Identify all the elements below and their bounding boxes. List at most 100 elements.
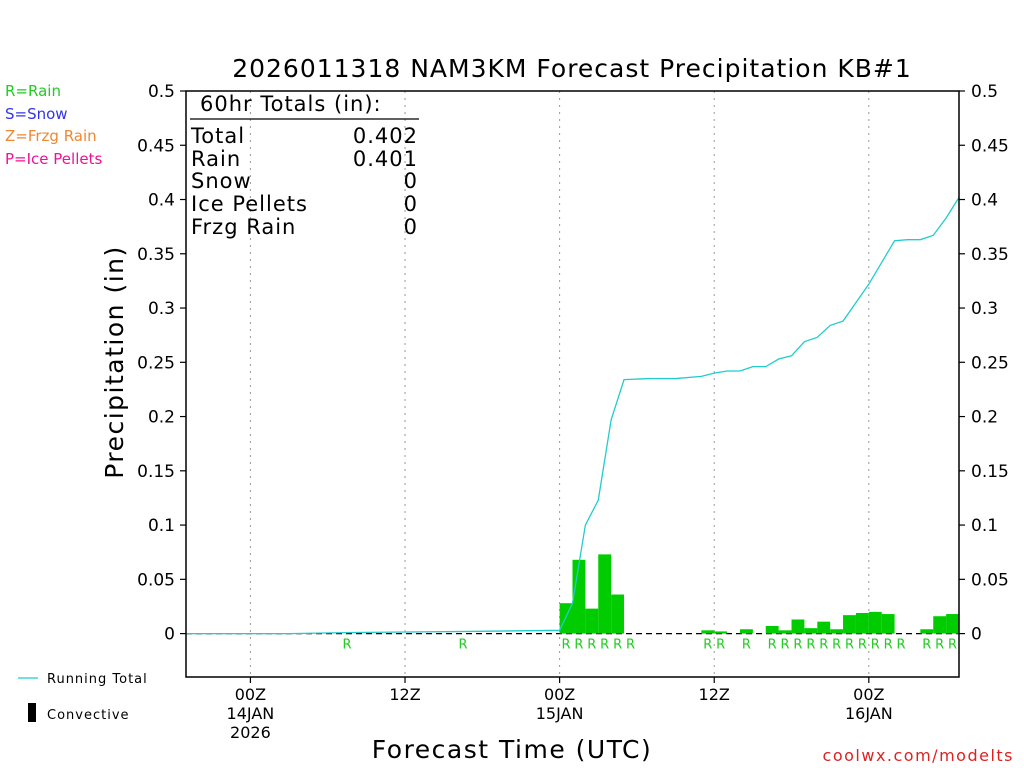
precip-bar: [817, 621, 831, 634]
x-tick-sublabel: 15JAN: [536, 704, 584, 723]
totals-value-ice-pellets: 0: [404, 192, 418, 216]
precip-bar: [572, 559, 586, 634]
precip-bar: [830, 629, 844, 634]
y-tick-label: 0.3: [148, 299, 175, 319]
y-tick-label-right: 0.45: [971, 136, 1009, 156]
ptype-marker: R: [884, 638, 893, 653]
ptype-marker: R: [768, 638, 777, 653]
ptype-marker: R: [935, 638, 944, 653]
x-tick-label: 12Z: [389, 685, 420, 704]
y-tick-label: 0.5: [148, 82, 175, 102]
totals-value-rain: 0.401: [353, 147, 418, 171]
y-tick-label-right: 0.4: [971, 191, 998, 211]
x-axis-title: Forecast Time (UTC): [372, 735, 652, 764]
legend-key-frzg-rain: Z=Frzg Rain: [5, 127, 97, 145]
totals-label-snow: Snow: [191, 169, 252, 193]
precip-bar: [778, 630, 792, 634]
y-axis-right: 0 0.05 0.1 0.15 0.2 0.25 0.3 0.35 0.4 0.45 0.5: [959, 82, 1009, 645]
ptype-marker: R: [793, 638, 802, 653]
totals-label-ice-pellets: Ice Pellets: [191, 192, 308, 216]
precip-bar: [946, 614, 959, 634]
y-tick-label-right: 0.2: [971, 408, 998, 428]
x-tick-label: 00Z: [235, 685, 266, 704]
chart-title: 2026011318 NAM3KM Forecast Precipitation…: [232, 54, 912, 83]
y-tick-label-right: 0.25: [971, 353, 1009, 373]
y-tick-label: 0.2: [148, 408, 175, 428]
ptype-marker: R: [742, 638, 751, 653]
vertical-gridlines: [249, 91, 870, 677]
totals-value-frzg-rain: 0: [404, 215, 418, 239]
y-tick-label-right: 0.05: [971, 570, 1009, 590]
y-tick-label-right: 0.5: [971, 82, 998, 102]
x-tick-label: 00Z: [544, 685, 575, 704]
legend-key-snow: S=Snow: [5, 105, 68, 123]
ptype-marker: R: [948, 638, 957, 653]
y-tick-label-right: 0.1: [971, 516, 998, 536]
precip-bar: [920, 629, 934, 634]
precip-bar: [855, 612, 869, 634]
totals-label-rain: Rain: [191, 147, 241, 171]
ptype-marker: R: [600, 638, 609, 653]
totals-label-frzg-rain: Frzg Rain: [191, 215, 296, 239]
ptype-marker: R: [343, 638, 352, 653]
ptype-marker: R: [845, 638, 854, 653]
ptype-marker: R: [806, 638, 815, 653]
y-tick-label: 0.05: [137, 570, 175, 590]
x-tick-label: 12Z: [699, 685, 730, 704]
ptype-key-legend: R=Rain S=Snow Z=Frzg Rain P=Ice Pellets: [5, 82, 102, 168]
convective-swatch: [28, 703, 36, 722]
precip-bar: [739, 629, 753, 634]
y-tick-label: 0: [164, 625, 175, 645]
legend-key-ice-pellets: P=Ice Pellets: [5, 150, 102, 168]
y-axis-title: Precipitation (in): [100, 245, 129, 479]
precip-bar: [868, 611, 882, 634]
ptype-marker: R: [626, 638, 635, 653]
ptype-marker: R: [897, 638, 906, 653]
precip-bar: [611, 594, 625, 634]
legend-key-rain: R=Rain: [5, 82, 61, 100]
precip-bar: [714, 631, 728, 634]
ptype-marker: R: [858, 638, 867, 653]
y-tick-label: 0.45: [137, 136, 175, 156]
ptype-marker: R: [819, 638, 828, 653]
precip-bar: [585, 608, 599, 634]
ptype-marker: R: [613, 638, 622, 653]
y-tick-label-right: 0.15: [971, 462, 1009, 482]
totals-label-total: Total: [190, 124, 245, 148]
series-legend: Running Total Convective: [18, 672, 148, 723]
y-tick-label: 0.4: [148, 191, 175, 211]
precip-bar: [701, 630, 715, 634]
totals-value-snow: 0: [404, 169, 418, 193]
y-axis-left: 0 0.05 0.1 0.15 0.2 0.25 0.3 0.35 0.4 0.45 0.5: [137, 82, 186, 645]
totals-value-total: 0.402: [353, 124, 418, 148]
x-tick-sublabel: 16JAN: [845, 704, 893, 723]
x-tick-sublabel: 14JAN: [227, 704, 275, 723]
legend-running-total: Running Total: [47, 672, 148, 687]
precip-bar: [791, 619, 805, 634]
ptype-marker: R: [562, 638, 571, 653]
precip-bar: [843, 615, 856, 634]
ptype-marker: R: [871, 638, 880, 653]
ptype-marker: R: [781, 638, 790, 653]
ptype-marker: R: [922, 638, 931, 653]
y-tick-label: 0.35: [137, 245, 175, 265]
y-tick-label-right: 0.3: [971, 299, 998, 319]
x-tick-label: 00Z: [853, 685, 884, 704]
precip-bar: [804, 628, 818, 634]
ptype-marker: R: [716, 638, 725, 653]
y-tick-label-right: 0: [971, 625, 982, 645]
hourly-precip-bars: [559, 554, 959, 634]
running-total-line: [186, 197, 960, 635]
legend-convective: Convective: [47, 708, 130, 723]
precip-bar: [765, 625, 779, 634]
totals-header: 60hr Totals (in):: [200, 92, 382, 116]
x-tick-sublabel: 2026: [230, 723, 271, 742]
ptype-marker: R: [832, 638, 841, 653]
precip-bar: [881, 614, 895, 634]
precip-bar: [598, 554, 612, 634]
source-credit: coolwx.com/modelts: [823, 746, 1014, 765]
y-tick-label-right: 0.35: [971, 245, 1009, 265]
